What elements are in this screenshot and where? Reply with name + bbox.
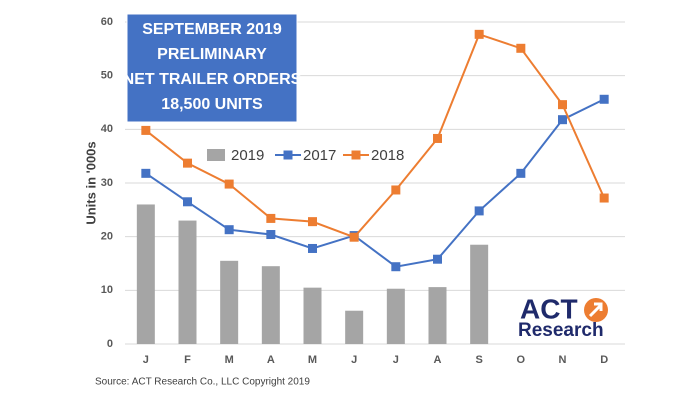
y-tick-label: 30: [101, 177, 113, 189]
legend-swatch: [207, 149, 225, 161]
marker: [308, 243, 317, 253]
y-tick-label: 10: [101, 284, 113, 296]
marker: [558, 115, 567, 125]
x-tick-label: D: [600, 354, 608, 366]
marker: [183, 197, 192, 207]
marker: [558, 100, 567, 110]
bar: [386, 288, 405, 344]
logo-arrow: [588, 302, 603, 318]
bar: [136, 204, 155, 344]
bar: [303, 287, 322, 344]
legend-swatch: [351, 150, 361, 160]
line: [145, 33, 606, 239]
bar: [428, 287, 447, 344]
title-line: PRELIMINARY: [157, 46, 267, 63]
y-tick-label: 20: [101, 231, 113, 243]
marker: [141, 168, 151, 178]
source: Source: ACT Research Co., LLC Copyright …: [95, 377, 310, 388]
title-line: NET TRAILER ORDERS: [123, 71, 302, 88]
marker: [599, 94, 609, 104]
y-tick-label: 50: [101, 70, 113, 82]
bar: [220, 260, 239, 344]
marker: [433, 254, 442, 264]
x-tick-label: A: [434, 354, 442, 366]
marker: [224, 179, 234, 189]
x-tick-label: M: [225, 354, 234, 366]
y-tick-label: 60: [101, 16, 113, 28]
marker: [224, 225, 234, 235]
x-tick-label: N: [559, 354, 567, 366]
y-tick-label: 40: [101, 123, 113, 135]
bar: [178, 220, 197, 344]
y-tick-label: 0: [107, 338, 113, 350]
marker: [308, 217, 317, 227]
marker: [266, 213, 276, 223]
legend-label: 2017: [303, 147, 336, 164]
line: [145, 98, 605, 268]
bar: [261, 266, 280, 344]
marker: [183, 158, 192, 168]
x-tick-label: J: [351, 354, 357, 366]
title-line: SEPTEMBER 2019: [142, 21, 282, 38]
marker: [349, 232, 359, 242]
y-axis-label: Units in '000s: [83, 141, 98, 224]
marker: [141, 125, 151, 135]
marker: [599, 193, 609, 203]
legend-label: 2019: [231, 147, 264, 164]
legend-swatch: [283, 150, 293, 160]
marker: [391, 185, 401, 195]
marker: [433, 133, 442, 143]
title-box: [126, 13, 298, 123]
marker: [391, 262, 401, 272]
marker: [516, 168, 526, 178]
marker: [516, 43, 526, 53]
legend-label: 2018: [371, 147, 404, 164]
marker: [474, 206, 484, 216]
x-tick-label: J: [393, 354, 399, 366]
logo-text: Research: [518, 320, 604, 341]
x-tick-label: F: [184, 354, 191, 366]
x-tick-label: J: [143, 354, 149, 366]
x-tick-label: M: [308, 354, 317, 366]
bar: [470, 244, 489, 344]
marker: [474, 29, 484, 39]
bar: [345, 310, 364, 344]
x-tick-label: A: [267, 354, 275, 366]
title-line: 18,500 UNITS: [161, 96, 263, 113]
x-tick-label: S: [475, 354, 482, 366]
logo-text: ACT: [520, 293, 578, 324]
marker: [266, 230, 276, 240]
x-tick-label: O: [517, 354, 526, 366]
